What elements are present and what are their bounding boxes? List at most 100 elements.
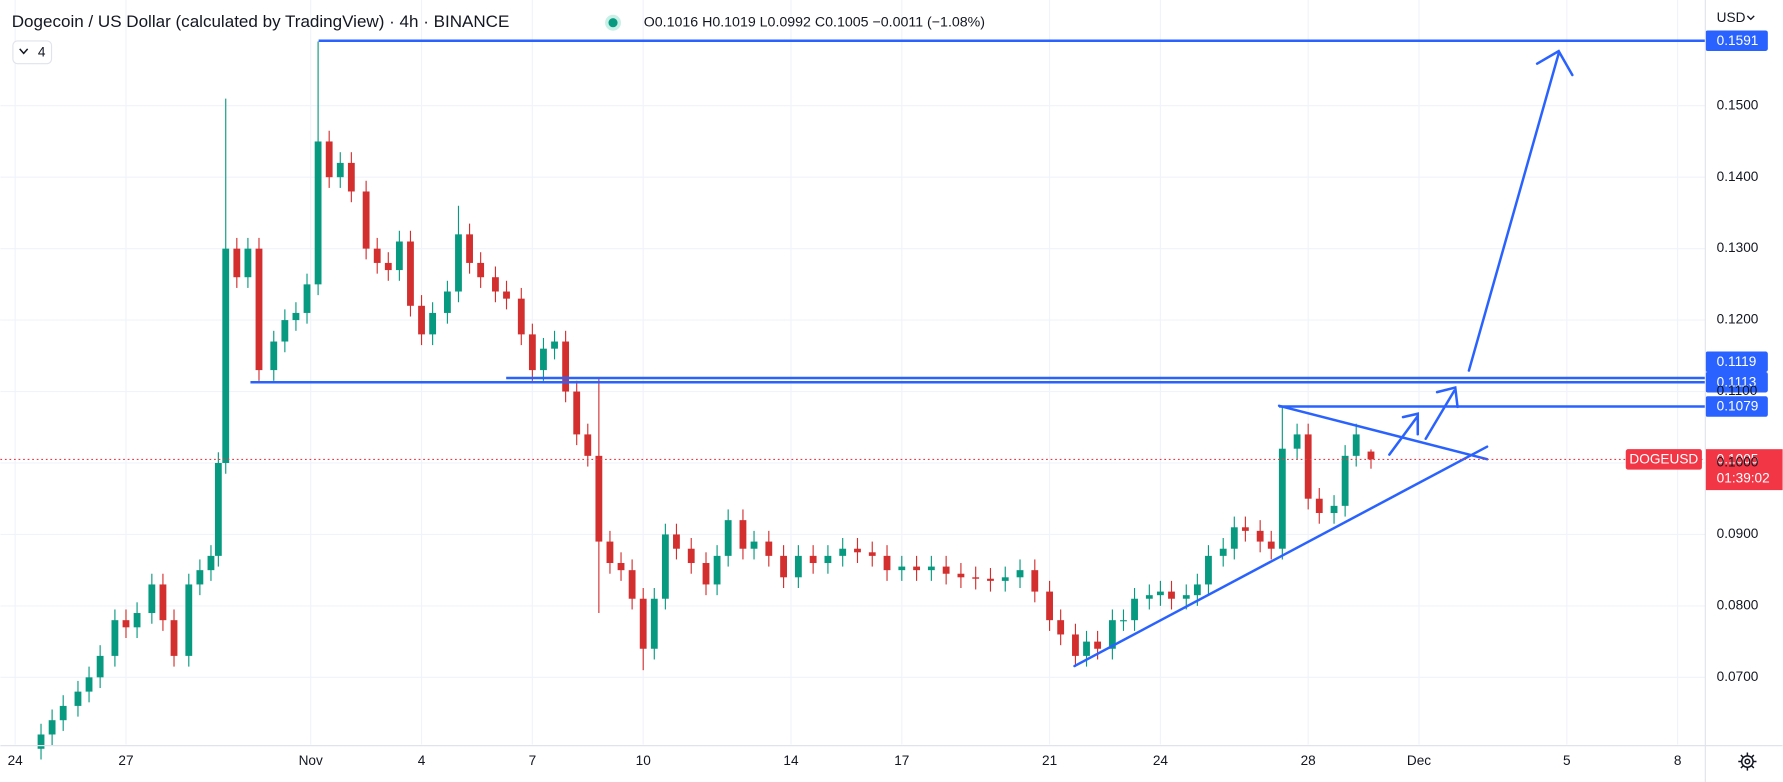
candle-body [1094,641,1102,649]
candle-body [214,462,222,556]
symbol-tag [1625,449,1702,470]
candle-body [1330,505,1338,513]
x-tick-label: 10 [636,753,652,768]
candle-body [606,541,614,564]
price-level-label: 0.1591 [1717,33,1759,48]
candle-body [673,534,680,549]
status-dot [608,18,618,28]
arrow [1388,414,1420,456]
candle-body [407,241,414,306]
candle-body [85,677,93,692]
resistance-trendline [1277,404,1489,461]
candle-body [1367,451,1375,460]
arrow-head [1435,386,1459,409]
price-level-label: 0.1079 [1717,399,1759,414]
candle-body [809,555,817,564]
axes: 0.0700 0.0800 0.0900 0.1000 0.1100 0.1200 0.13… [8,97,1759,768]
candle-body [1072,634,1079,656]
chart-title: Dogecoin / US Dollar (calculated by Trad… [12,12,510,31]
y-tick-label: 0.1500 [1717,97,1759,112]
x-tick-label: 24 [1153,753,1169,768]
candle-body [418,305,425,335]
candle-body [455,234,462,292]
candle-body [466,234,473,263]
candle-body [1341,455,1349,506]
candle-body [429,312,437,335]
candle-body [148,584,156,614]
candle-body [303,284,311,313]
candle-body [639,598,647,649]
candle-body [1278,448,1286,549]
candle-body [528,334,536,371]
candle-body [233,248,241,278]
candle-body [1219,548,1227,556]
candle-body [384,262,392,271]
candle-body [687,548,695,564]
candles [37,41,1375,760]
arrow [1424,389,1456,440]
candle-body [1241,527,1249,531]
y-tick-label: 0.0800 [1717,597,1759,612]
arrow-head [1401,412,1420,436]
candle-body [573,391,581,435]
candle-body [492,277,499,292]
candle-body [96,655,104,678]
candle-body [1267,541,1275,549]
candle-body [1145,595,1153,599]
candle-body [74,691,82,706]
candle-body [1182,595,1190,599]
candle-body [927,566,935,571]
candle-body [1193,584,1201,596]
candle-body [1352,434,1360,456]
candle-body [739,520,747,549]
candle-body [854,548,861,553]
y-tick-label: 0.1000 [1717,455,1759,470]
settings-icon[interactable] [1738,752,1757,771]
candle-body [898,566,906,571]
candle-body [1031,570,1039,592]
candle-body [517,298,525,335]
candle-body [347,162,355,192]
candle-body [292,312,300,321]
candle-body [824,555,832,564]
candle-body [122,620,130,628]
candle-body [159,584,167,621]
candle-body [595,455,603,542]
y-tick-label: 0.1100 [1717,383,1758,398]
candle-body [987,578,994,581]
candle-body [1293,434,1301,449]
currency[interactable]: USD [1717,10,1746,25]
candle-body [957,573,965,578]
price-level-tag [1705,372,1768,393]
ohlc-legend: O0.1016 H0.1019 L0.0992 C0.1005 −0.0011 … [644,14,985,30]
x-tick-label: 27 [118,753,133,768]
current-price-label: 0.1005 [1717,452,1759,467]
drawings [1073,49,1574,668]
candle-body [1205,555,1212,585]
candle-body [1304,434,1312,499]
candle-body [562,341,570,392]
candle-body [1016,570,1024,578]
x-tick-label: 5 [1563,753,1571,768]
levels: 0.1079 0.1113 0.1119 0.1591 DOGEUSD 0.1005 01:… [0,30,1783,491]
x-tick-label: 24 [8,753,24,768]
candle-body [336,162,344,178]
candle-body [255,248,263,371]
candle-body [207,555,215,571]
price-level-label: 0.1113 [1717,374,1757,389]
candle-body [540,348,547,371]
candle-body [1057,620,1065,635]
indicators-toggle[interactable] [12,40,53,65]
candle-body [395,241,403,271]
candle-body [868,552,876,556]
candle-body [1001,577,1009,581]
candle-body [170,620,178,656]
candle-body [1083,641,1090,656]
candle-body [628,570,636,599]
price-level-label: 0.1119 [1717,354,1757,369]
candle-body [281,320,289,342]
candle-body [1108,620,1116,649]
candle-body [111,620,119,656]
